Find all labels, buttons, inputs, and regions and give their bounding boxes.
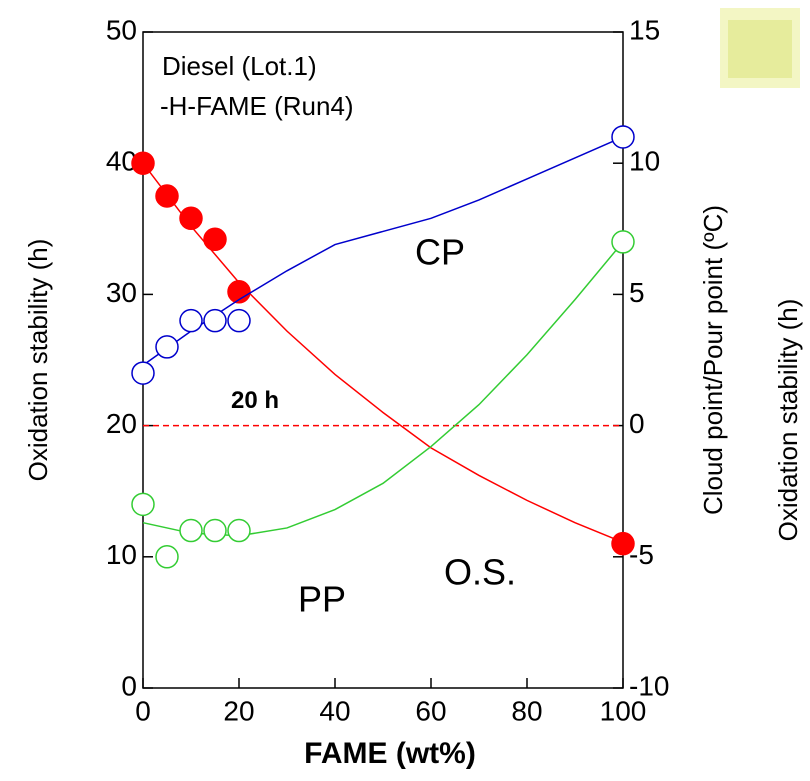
y-tick-label: 30 [106,277,137,308]
series-label: O.S. [444,552,516,593]
data-point [131,492,155,517]
y-tick-label: 50 [106,14,137,45]
y-axis-title: Oxidation stability (h) [23,239,53,482]
series-label: CP [415,232,465,273]
data-point [611,531,635,556]
y2-tick-label: 0 [629,408,645,439]
series-label: PP [298,579,346,620]
data-point [611,125,635,149]
y-tick-label: 10 [106,539,137,570]
data-point [155,335,179,359]
data-point [179,518,203,543]
x-axis-title: FAME (wt%) [304,737,476,770]
fit-line [142,162,624,544]
x-tick-label: 80 [511,695,542,726]
annotation: -H-FAME (Run4) [160,91,354,121]
data-point [203,227,227,252]
plot-frame [142,31,624,689]
side-axis-title: Oxidation stability (h) [773,299,803,542]
data-point [155,545,179,569]
x-tick-label: 40 [319,695,350,726]
data-point [611,230,635,254]
y2-tick-label: 5 [629,277,645,308]
y-tick-label: 0 [121,670,137,701]
fit-line [142,136,624,366]
annotation: Diesel (Lot.1) [162,51,317,81]
x-tick-label: 60 [415,695,446,726]
x-tick-label: 0 [135,695,151,726]
data-point [203,308,227,333]
y-tick-label: 20 [106,408,137,439]
y2-tick-label: 15 [629,14,660,45]
x-tick-label: 100 [600,695,647,726]
data-point [179,308,203,333]
data-point [227,518,251,543]
data-point [179,206,203,231]
x-tick-label: 20 [223,695,254,726]
y2-tick-label: -10 [629,670,669,701]
data-point [131,151,155,175]
reference-label: 20 h [231,387,279,414]
y2-tick-label: 10 [629,146,660,177]
data-point [227,280,251,304]
data-point [155,184,179,208]
fit-line [142,241,624,537]
y2-axis-title: Cloud point/Pour point (ºC) [698,205,728,515]
data-point [227,308,251,333]
sample-vial [728,20,792,78]
data-point [203,518,227,543]
data-point [131,361,155,385]
